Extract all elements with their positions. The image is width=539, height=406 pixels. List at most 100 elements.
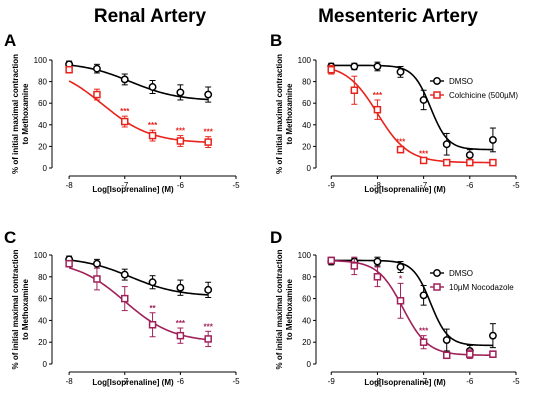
data-point	[92, 64, 101, 73]
y-axis-label-line2: to Methoxamine	[21, 279, 30, 340]
data-point	[396, 67, 405, 76]
x-axis-label: Log[Isoprenaline] (M)	[92, 378, 174, 387]
fit-curve	[331, 259, 493, 347]
panel-a: A 0 20 40 60 80 100 -8 -7 -6 -5 Log[Isoprenaline] (…	[4, 31, 240, 194]
data-point	[93, 90, 101, 99]
data-point	[92, 259, 101, 268]
data-point	[419, 96, 428, 104]
fit-curve	[331, 68, 493, 164]
legend-entry: 10µM Nocodazole	[449, 283, 514, 292]
significance-mark: *	[399, 274, 403, 283]
data-point	[373, 105, 382, 114]
x-tick-label: -7	[420, 377, 428, 386]
y-axis-label-line2: to Methoxamine	[21, 83, 30, 144]
y-axis-label-line2: to Methoxamine	[285, 83, 294, 144]
legend-marker	[433, 283, 441, 291]
series-0	[65, 255, 213, 299]
column-title-renal: Renal Artery	[94, 6, 207, 27]
data-point	[327, 256, 335, 265]
data-point	[396, 263, 405, 271]
data-point	[350, 62, 359, 71]
y-tick-label: 80	[302, 78, 311, 87]
data-point	[121, 294, 129, 303]
data-point	[466, 158, 474, 167]
fit-curve	[69, 259, 209, 296]
data-point	[327, 65, 335, 74]
y-tick-label: 60	[38, 99, 47, 108]
panel-letter: D	[270, 228, 282, 247]
legend: DMSO 10µM Nocodazole	[430, 269, 514, 292]
x-tick-label: -6	[466, 181, 474, 190]
fit-curve	[331, 259, 493, 357]
y-axis-label-line2: to Methoxamine	[285, 279, 294, 340]
x-tick-label: -5	[512, 181, 520, 190]
data-point	[148, 321, 157, 329]
data-point	[373, 273, 382, 281]
x-tick-label: -7	[121, 377, 129, 386]
y-tick-label: 0	[43, 360, 48, 369]
fit-curve	[331, 64, 493, 151]
data-point	[488, 135, 497, 144]
panel-letter: A	[4, 31, 16, 50]
significance-mark: ***	[419, 149, 429, 158]
data-point	[148, 278, 157, 287]
data-point	[204, 285, 213, 294]
y-tick-label: 40	[302, 316, 311, 325]
x-axis-label: Log[Isoprenaline] (M)	[364, 185, 446, 194]
x-axis-label: Log[Isoprenaline] (M)	[364, 378, 446, 387]
y-tick-label: 20	[38, 338, 47, 347]
data-point	[396, 297, 405, 305]
y-tick-label: 40	[302, 121, 311, 130]
x-tick-label: -6	[466, 377, 474, 386]
data-point	[148, 83, 157, 91]
y-tick-label: 60	[38, 295, 47, 304]
data-point	[148, 131, 157, 140]
data-point	[120, 75, 129, 84]
data-point	[489, 158, 497, 167]
panels: A 0 20 40 60 80 100 -8 -7 -6 -5 Log[Isoprenaline] (…	[4, 31, 520, 387]
x-tick-label: -5	[232, 377, 240, 386]
data-point	[488, 331, 497, 340]
x-tick-label: -8	[66, 377, 74, 386]
legend-entry: DMSO	[449, 77, 473, 86]
x-tick-label: -8	[374, 181, 382, 190]
significance-mark: ***	[176, 127, 186, 136]
x-tick-label: -6	[177, 377, 185, 386]
panel-letter: B	[270, 31, 282, 50]
data-point	[176, 137, 185, 145]
x-tick-label: -7	[121, 181, 129, 190]
data-point	[396, 145, 405, 154]
y-tick-label: 100	[298, 56, 312, 65]
x-tick-label: -8	[374, 377, 382, 386]
y-axis-label: % of initial maximal contraction	[11, 54, 20, 174]
legend-entry: DMSO	[449, 269, 473, 278]
data-point	[176, 88, 185, 97]
y-tick-label: 80	[38, 273, 47, 282]
fit-curve	[68, 267, 209, 341]
data-point	[176, 331, 185, 340]
y-tick-label: 20	[302, 142, 311, 151]
data-point	[419, 291, 428, 300]
panel-b: B 0 20 40 60 80 100 -9 -8 -7 -6 -5 Log[Isoprenaline]…	[270, 31, 520, 194]
x-tick-label: -7	[420, 181, 428, 190]
y-tick-label: 100	[298, 251, 312, 260]
data-point	[120, 270, 129, 279]
data-point	[373, 62, 382, 71]
significance-mark: ***	[204, 322, 214, 331]
x-tick-label: -9	[328, 377, 336, 386]
series-1: *** *** *** ***	[65, 65, 214, 148]
y-tick-label: 0	[307, 360, 312, 369]
data-point	[419, 156, 428, 165]
data-point	[373, 257, 382, 266]
y-tick-label: 0	[43, 164, 48, 173]
y-tick-label: 0	[307, 164, 312, 173]
x-tick-label: -5	[512, 377, 520, 386]
series-0	[65, 60, 213, 103]
y-axis-label: % of initial maximal contraction	[275, 54, 284, 174]
y-tick-label: 40	[38, 316, 47, 325]
legend-marker	[433, 91, 441, 99]
data-point	[204, 138, 212, 146]
data-point	[65, 65, 73, 74]
panel-d: D 0 20 40 60 80 100 -9 -8 -7 -6 -5 Log[Isoprenaline]…	[270, 228, 520, 387]
significance-mark: ***	[148, 121, 158, 130]
